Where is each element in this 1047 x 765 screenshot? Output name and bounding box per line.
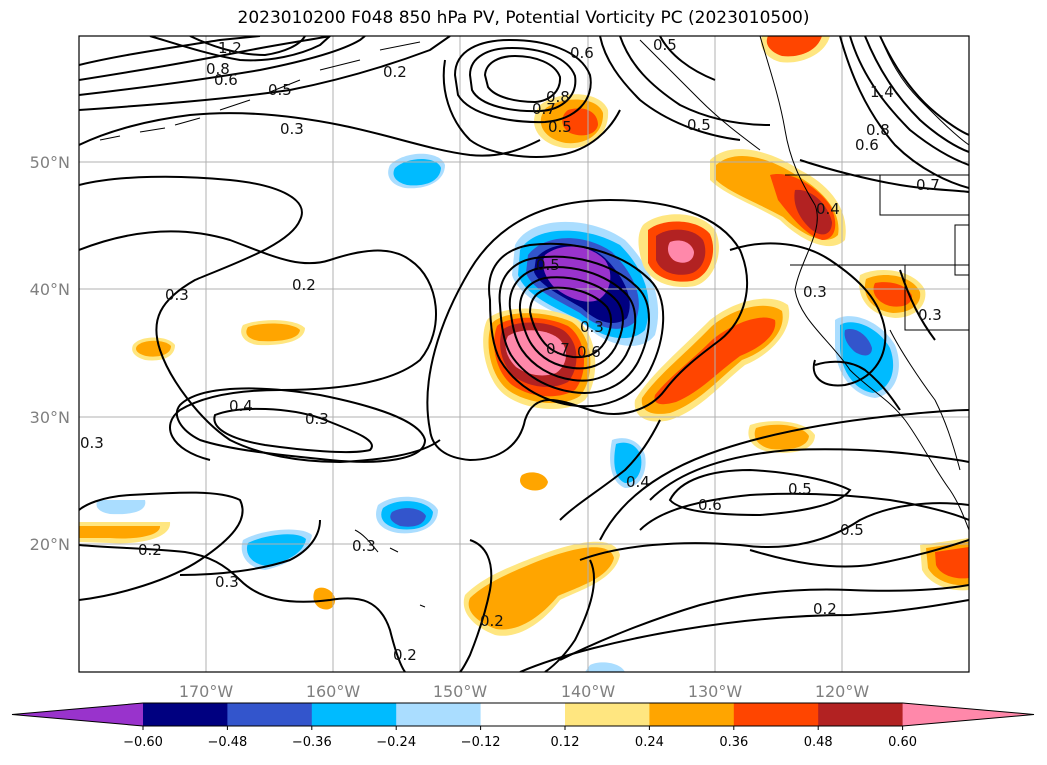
lat-label: 40°N — [30, 280, 70, 299]
contour-label: 0.3 — [803, 283, 827, 301]
lon-label: 140°W — [561, 682, 616, 701]
contour-label: 0.6 — [855, 136, 879, 154]
contour-label: 0.5 — [653, 36, 677, 54]
colorbar-segment — [733, 703, 819, 726]
colorbar-tick-label: 0.12 — [551, 735, 580, 750]
contour-label: 0.3 — [165, 286, 189, 304]
contour-label: 0.4 — [229, 397, 253, 415]
contour-label: 0.7 — [916, 176, 940, 194]
colorbar-tick-label: 0.60 — [888, 735, 917, 750]
contour-label: 1.4 — [870, 83, 894, 101]
lat-label: 20°N — [30, 535, 70, 554]
pv-contours — [79, 36, 969, 672]
contour-label: 0.5 — [268, 81, 292, 99]
lon-label: 170°W — [179, 682, 234, 701]
contour-label: 0.4 — [816, 200, 840, 218]
contour-label: 0.6 — [214, 71, 238, 89]
contour-label: 0.8 — [206, 60, 230, 78]
contour-label: 0.8 — [866, 121, 890, 139]
contour-label: 0.3 — [352, 537, 376, 555]
lon-label: 160°W — [306, 682, 361, 701]
colorbar-extension-low — [12, 703, 143, 726]
contour-labels: 1.2 0.8 0.6 0.5 0.2 0.6 0.8 0.7 0.5 0.5 … — [80, 36, 942, 664]
colorbar-segment — [649, 703, 735, 726]
colorbar-tick-label: −0.36 — [292, 735, 332, 750]
contour-label: 0.5 — [840, 521, 864, 539]
colorbar-tick-label: −0.24 — [376, 735, 416, 750]
contour-label: 0.3 — [80, 434, 104, 452]
contour-label: 0.6 — [698, 496, 722, 514]
contour-label: 0.2 — [393, 646, 417, 664]
lat-label: 50°N — [30, 153, 70, 172]
map-border — [78, 35, 970, 673]
contour-label: 0.8 — [546, 88, 570, 106]
contour-label: 1.2 — [218, 39, 242, 57]
contour-label: 0.5 — [548, 118, 572, 136]
lon-label: 130°W — [688, 682, 743, 701]
lon-label: 120°W — [815, 682, 870, 701]
colorbar-segment — [227, 703, 313, 726]
colorbar-segment — [396, 703, 482, 726]
contour-label: 0.2 — [138, 541, 162, 559]
contour-label: 0.2 — [383, 63, 407, 81]
colorbar-segment — [143, 703, 228, 726]
colorbar-tick-label: 0.36 — [719, 735, 748, 750]
contour-label: 0.5 — [788, 480, 812, 498]
contour-label: 0.6 — [577, 343, 601, 361]
lat-label: 30°N — [30, 408, 70, 427]
colorbar-tick-label: −0.48 — [207, 735, 247, 750]
contour-label: 0.7 — [532, 100, 556, 118]
contour-label: 0.3 — [280, 120, 304, 138]
colorbar-segment — [818, 703, 904, 726]
colorbar-tick-label: −0.12 — [461, 735, 501, 750]
map-title: 2023010200 F048 850 hPa PV, Potential Vo… — [237, 8, 810, 28]
contour-label: 0.4 — [626, 473, 650, 491]
colorbar-tick-label: −0.60 — [123, 735, 163, 750]
contour-label: 0.5 — [536, 256, 560, 274]
contour-label: 0.2 — [480, 612, 504, 630]
contour-label: 0.5 — [687, 116, 711, 134]
gridlines — [79, 36, 969, 672]
latitude-axis: 50°N 40°N 30°N 20°N — [30, 153, 70, 554]
contour-label: 0.2 — [292, 276, 316, 294]
colorbar-segment — [565, 703, 650, 726]
contour-label: 0.7 — [546, 340, 570, 358]
contour-label: 0.3 — [305, 410, 329, 428]
contour-label: 0.6 — [570, 44, 594, 62]
contour-label: 0.3 — [918, 306, 942, 324]
colorbar: −0.60 −0.48 −0.36 −0.24 −0.12 0.12 0.24 0.36 0.4… — [11, 702, 1035, 750]
longitude-axis: 170°W 160°W 150°W 140°W 130°W 120°W — [179, 682, 870, 701]
colorbar-tick-label: 0.48 — [804, 735, 833, 750]
colorbar-segment — [311, 703, 397, 726]
colorbar-segment — [480, 703, 566, 726]
contour-label: 0.2 — [813, 600, 837, 618]
colorbar-tick-label: 0.24 — [635, 735, 664, 750]
coastlines — [99, 36, 969, 608]
contour-label: 0.3 — [215, 573, 239, 591]
contour-label: 0.3 — [580, 318, 604, 336]
lon-label: 150°W — [433, 682, 488, 701]
colorbar-extension-high — [902, 703, 1034, 726]
